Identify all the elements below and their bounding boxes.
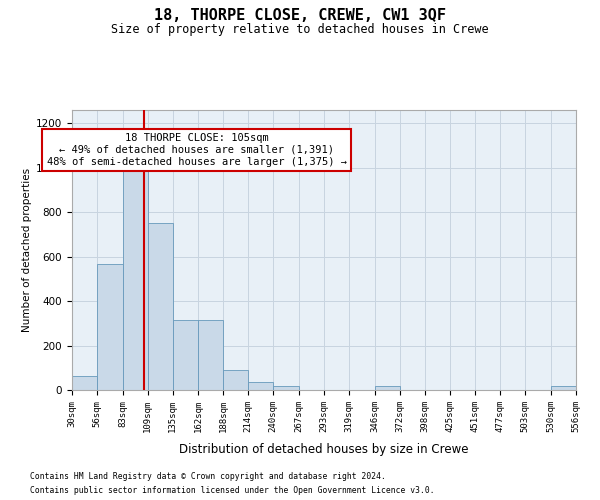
Bar (148, 224, 173, 390)
Bar (72, 376, 97, 390)
Text: Contains public sector information licensed under the Open Government Licence v3: Contains public sector information licen… (30, 486, 434, 495)
Y-axis label: Number of detached properties: Number of detached properties (22, 168, 32, 332)
Bar (223, 370, 248, 390)
Bar (551, 386, 576, 390)
Bar (248, 382, 273, 390)
Bar (375, 386, 400, 390)
Text: 18 THORPE CLOSE: 105sqm
← 49% of detached houses are smaller (1,391)
48% of semi: 18 THORPE CLOSE: 105sqm ← 49% of detache… (47, 134, 347, 166)
Bar (199, 320, 223, 390)
Text: 18, THORPE CLOSE, CREWE, CW1 3QF: 18, THORPE CLOSE, CREWE, CW1 3QF (154, 8, 446, 22)
Bar (173, 320, 199, 390)
Text: Contains HM Land Registry data © Crown copyright and database right 2024.: Contains HM Land Registry data © Crown c… (30, 472, 386, 481)
Bar (123, 168, 148, 390)
Bar (97, 264, 123, 390)
Text: Size of property relative to detached houses in Crewe: Size of property relative to detached ho… (111, 22, 489, 36)
Text: Distribution of detached houses by size in Crewe: Distribution of detached houses by size … (179, 442, 469, 456)
Bar (273, 386, 299, 390)
